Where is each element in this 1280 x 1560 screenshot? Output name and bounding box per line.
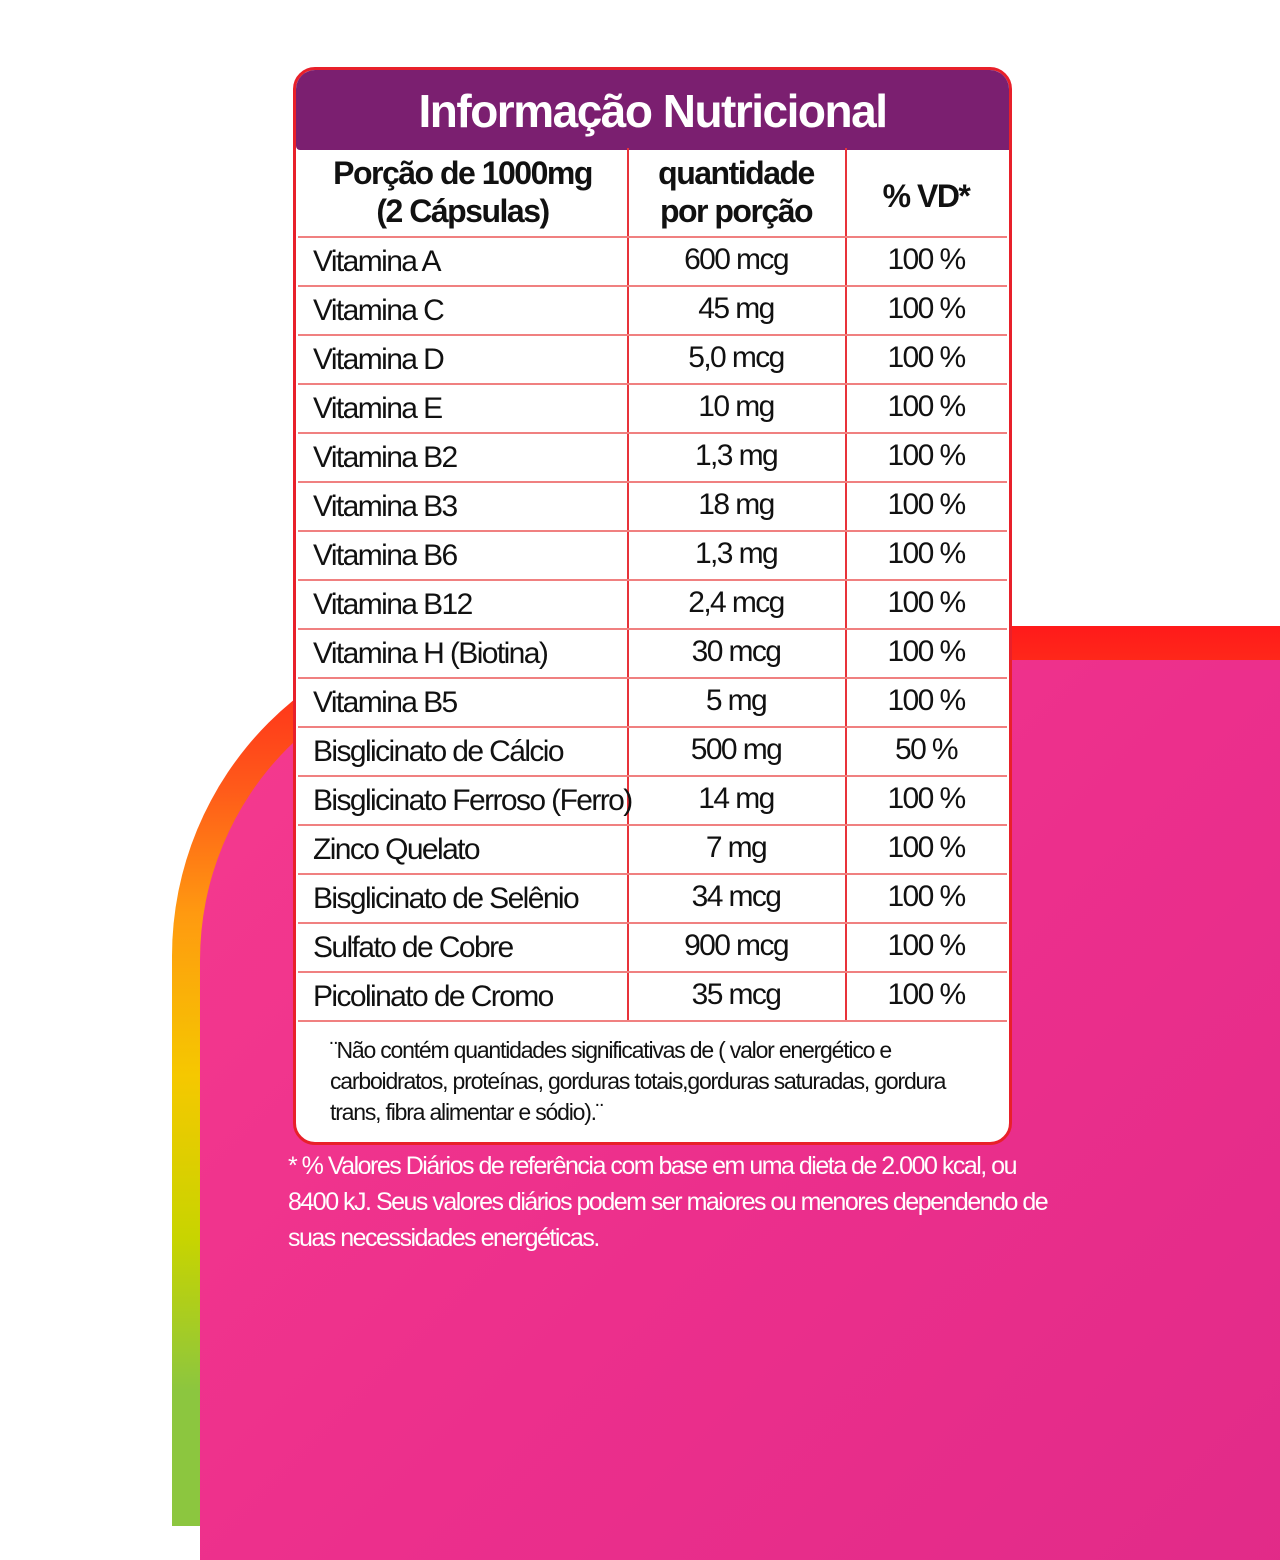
daily-value: 100 % — [887, 929, 966, 962]
nutrient-name: Bisglicinato de Cálcio — [313, 735, 565, 768]
nutrient-name: Vitamina B2 — [313, 441, 458, 474]
column-header: por porção — [659, 193, 814, 229]
row-divider — [298, 873, 1007, 875]
row-divider — [298, 775, 1007, 777]
row-divider — [298, 1020, 1007, 1022]
amount: 900 mcg — [684, 929, 789, 962]
daily-value: 100 % — [887, 831, 966, 864]
daily-value: 100 % — [887, 586, 966, 619]
nutrient-name: Vitamina E — [313, 392, 443, 425]
column-header: Porção de 1000mg — [333, 155, 593, 191]
page: Informação Nutricional Porção de 1000mg(… — [172, 67, 1280, 1560]
nutrient-name: Vitamina H (Biotina) — [313, 637, 549, 670]
footnote-line: * % Valores Diários de referência com ba… — [288, 1152, 1017, 1180]
nutrient-name: Bisglicinato de Selênio — [313, 882, 580, 915]
nutrition-table: Informação Nutricional Porção de 1000mg(… — [293, 67, 1012, 1145]
row-divider — [298, 628, 1007, 630]
nutrient-name: Zinco Quelato — [313, 833, 481, 866]
amount: 10 mg — [698, 390, 775, 423]
nutrient-name: Bisglicinato Ferroso (Ferro) — [313, 784, 633, 817]
column-divider — [845, 148, 847, 1021]
daily-value: 100 % — [887, 292, 966, 325]
amount: 5,0 mcg — [688, 341, 785, 374]
amount: 1,3 mg — [694, 439, 779, 472]
daily-value: 100 % — [887, 537, 966, 570]
nutrient-name: Vitamina C — [313, 294, 445, 327]
daily-value: 50 % — [895, 733, 959, 766]
daily-value: 100 % — [887, 390, 966, 423]
row-divider — [298, 530, 1007, 532]
row-divider — [298, 383, 1007, 385]
column-header: quantidade — [658, 155, 815, 191]
amount: 600 mcg — [684, 243, 789, 276]
footnote-line: suas necessidades energéticas. — [288, 1224, 600, 1252]
nutrient-name: Vitamina B12 — [313, 588, 473, 621]
daily-value: 100 % — [887, 439, 966, 472]
nutrient-name: Vitamina B5 — [313, 686, 458, 719]
daily-value: 100 % — [887, 782, 966, 815]
amount: 500 mg — [690, 733, 783, 766]
row-divider — [298, 677, 1007, 679]
amount: 5 mg — [705, 684, 768, 717]
amount: 7 mg — [705, 831, 768, 864]
note-line: ¨Não contém quantidades significativas d… — [330, 1037, 892, 1063]
row-divider — [298, 432, 1007, 434]
amount: 45 mg — [698, 292, 775, 325]
nutrient-name: Vitamina B6 — [313, 539, 458, 572]
amount: 1,3 mg — [694, 537, 779, 570]
row-divider — [298, 236, 1007, 238]
row-divider — [298, 971, 1007, 973]
column-divider — [627, 148, 629, 1021]
daily-value: 100 % — [887, 243, 966, 276]
column-header: (2 Cápsulas) — [376, 193, 550, 229]
daily-value: 100 % — [887, 880, 966, 913]
row-divider — [298, 285, 1007, 287]
daily-value: 100 % — [887, 635, 966, 668]
footnote-line: 8400 kJ. Seus valores diários podem ser … — [288, 1188, 1049, 1216]
row-divider — [298, 334, 1007, 336]
amount: 34 mcg — [691, 880, 782, 913]
amount: 2,4 mcg — [688, 586, 785, 619]
note-line: trans, fibra alimentar e sódio).¨ — [330, 1099, 604, 1125]
title: Informação Nutricional — [418, 85, 888, 137]
daily-value: 100 % — [887, 684, 966, 717]
row-divider — [298, 579, 1007, 581]
nutrient-name: Picolinato de Cromo — [313, 980, 554, 1013]
daily-value: 100 % — [887, 341, 966, 374]
amount: 18 mg — [698, 488, 775, 521]
daily-value: 100 % — [887, 488, 966, 521]
daily-value: 100 % — [887, 978, 966, 1011]
nutrient-name: Sulfato de Cobre — [313, 931, 514, 964]
row-divider — [298, 481, 1007, 483]
row-divider — [298, 726, 1007, 728]
column-header: % VD* — [882, 178, 971, 214]
amount: 30 mcg — [691, 635, 782, 668]
note-line: carboidratos, proteínas, gorduras totais… — [330, 1068, 946, 1094]
title-bar: Informação Nutricional — [296, 70, 1009, 150]
nutrient-name: Vitamina B3 — [313, 490, 458, 523]
nutrient-name: Vitamina D — [313, 343, 445, 376]
row-divider — [298, 824, 1007, 826]
row-divider — [298, 922, 1007, 924]
nutrient-name: Vitamina A — [313, 245, 441, 278]
amount: 14 mg — [698, 782, 775, 815]
amount: 35 mcg — [691, 978, 782, 1011]
